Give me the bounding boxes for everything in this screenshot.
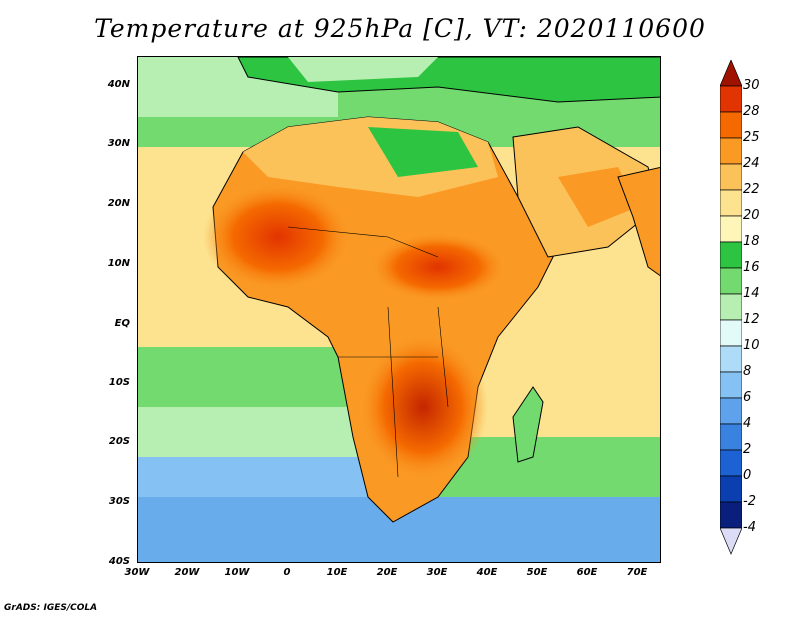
colorbar-tick-label: 6 — [743, 390, 752, 405]
lon-label-30e: 30E — [426, 567, 448, 578]
colorbar-tick-label: 2 — [743, 442, 752, 457]
colorbar-cell — [720, 189, 742, 217]
lon-label-30w: 30W — [124, 567, 150, 578]
colorbar-tick-label: 22 — [743, 182, 760, 197]
colorbar-cell — [720, 215, 742, 243]
colorbar-tick-label: 28 — [743, 104, 760, 119]
lat-label-30s: 30S — [108, 496, 130, 507]
lon-label-10e: 10E — [326, 567, 348, 578]
lon-label-20e: 20E — [376, 567, 398, 578]
colorbar-tick-label: 24 — [743, 156, 760, 171]
colorbar — [720, 60, 742, 555]
colorbar-cell — [720, 371, 742, 399]
colorbar-cell — [720, 137, 742, 165]
colorbar-tick-label: 16 — [743, 260, 760, 275]
colorbar-cell — [720, 267, 742, 295]
colorbar-cell — [720, 60, 742, 87]
grads-credit: GrADS: IGES/COLA — [4, 603, 98, 613]
colorbar-cell — [720, 449, 742, 477]
lat-label-20s: 20S — [108, 436, 130, 447]
lon-label-50e: 50E — [526, 567, 548, 578]
colorbar-tick-label: 12 — [743, 312, 760, 327]
colorbar-cell — [720, 501, 742, 529]
colorbar-cell — [720, 241, 742, 269]
colorbar-cell — [720, 397, 742, 425]
colorbar-tick-label: 14 — [743, 286, 760, 301]
lat-label-40s: 40S — [108, 556, 130, 567]
lat-label-40n: 40N — [107, 79, 130, 90]
colorbar-tick-label: 20 — [743, 208, 760, 223]
colorbar-cell — [720, 527, 742, 555]
colorbar-cell — [720, 163, 742, 191]
lon-label-20w: 20W — [174, 567, 200, 578]
colorbar-cell — [720, 319, 742, 347]
temperature-map — [137, 56, 661, 563]
colorbar-cell — [720, 111, 742, 139]
lon-label-60e: 60E — [576, 567, 598, 578]
lon-label-0: 0 — [283, 567, 291, 578]
colorbar-cell — [720, 293, 742, 321]
lon-label-10w: 10W — [224, 567, 250, 578]
map-title: Temperature at 925hPa [C], VT: 202011060… — [94, 14, 706, 43]
colorbar-tick-label: 30 — [743, 78, 760, 93]
colorbar-cell — [720, 85, 742, 113]
colorbar-tick-label: 10 — [743, 338, 760, 353]
colorbar-tick-label: 0 — [743, 468, 752, 483]
temperature-field — [138, 57, 660, 562]
colorbar-cell — [720, 475, 742, 503]
colorbar-tick-label: 4 — [743, 416, 752, 431]
lat-label-10n: 10N — [107, 258, 130, 269]
colorbar-tick-label: -4 — [743, 520, 756, 535]
lat-label-30n: 30N — [107, 138, 130, 149]
lat-label-20n: 20N — [107, 198, 130, 209]
lon-label-70e: 70E — [626, 567, 648, 578]
colorbar-cell — [720, 423, 742, 451]
colorbar-cell — [720, 345, 742, 373]
colorbar-tick-label: 8 — [743, 364, 752, 379]
colorbar-tick-label: 25 — [743, 130, 760, 145]
lon-label-40e: 40E — [476, 567, 498, 578]
lat-label-10s: 10S — [108, 377, 130, 388]
lat-label-eq: EQ — [114, 318, 130, 329]
colorbar-tick-label: -2 — [743, 494, 756, 509]
colorbar-tick-label: 18 — [743, 234, 760, 249]
